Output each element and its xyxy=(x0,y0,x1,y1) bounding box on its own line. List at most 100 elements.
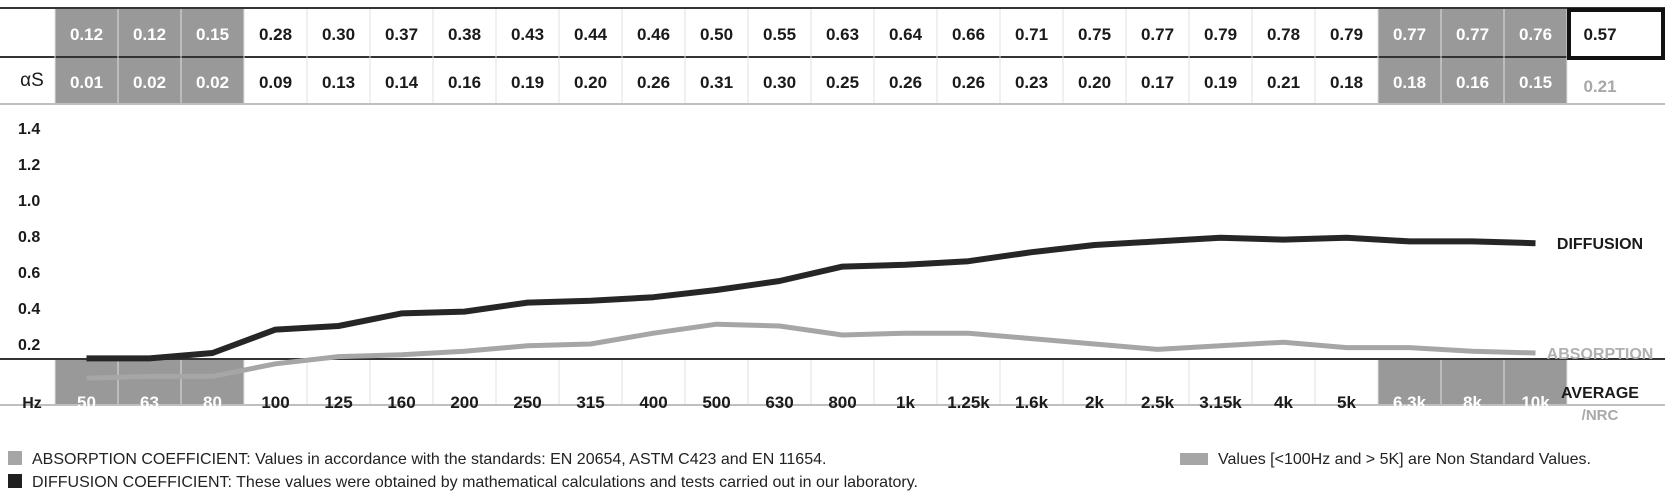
frequency-label: 5k xyxy=(1337,393,1356,412)
absorption-value: 0.13 xyxy=(322,73,355,92)
frequency-label: 4k xyxy=(1274,393,1293,412)
absorption-value: 0.18 xyxy=(1393,73,1426,92)
frequency-label: 6.3k xyxy=(1393,393,1427,412)
frequency-label: 200 xyxy=(450,393,478,412)
diffusion-value: 0.66 xyxy=(952,25,985,44)
table-rules xyxy=(0,7,1665,406)
absorption-value: 0.20 xyxy=(574,73,607,92)
nonstandard-swatch-icon xyxy=(1180,453,1208,465)
nonstandard-block xyxy=(1378,9,1567,56)
diffusion-series-label: DIFFUSION xyxy=(1557,236,1643,253)
absorption-swatch-icon xyxy=(8,451,22,465)
absorption-value: 0.23 xyxy=(1015,73,1048,92)
frequency-label: 250 xyxy=(513,393,541,412)
diffusion-value: 0.50 xyxy=(700,25,733,44)
absorption-value: 0.15 xyxy=(1519,73,1552,92)
alpha-s-label: αS xyxy=(20,70,44,91)
diffusion-value: 0.44 xyxy=(574,25,608,44)
table-cells: 0.12 0.01 50 0.12 0.02 63 0.15 0.02 80 0.28 0.09 10… xyxy=(70,25,1552,412)
nonstandard-block xyxy=(1378,360,1567,404)
absorption-value: 0.09 xyxy=(259,73,292,92)
diffusion-value: 0.77 xyxy=(1393,25,1426,44)
absorption-value: 0.21 xyxy=(1267,73,1300,92)
y-axis: 0.2 0.4 0.6 0.8 1.0 1.2 1.4 xyxy=(18,121,40,354)
frequency-label: 100 xyxy=(261,393,289,412)
diffusion-note-text: DIFFUSION COEFFICIENT: These values were… xyxy=(32,474,918,491)
absorption-value: 0.17 xyxy=(1141,73,1174,92)
diffusion-value: 0.78 xyxy=(1267,25,1300,44)
absorption-value: 0.16 xyxy=(448,73,481,92)
absorption-value: 0.02 xyxy=(133,73,166,92)
absorption-value: 0.31 xyxy=(700,73,733,92)
nonstandard-block xyxy=(1378,58,1567,103)
y-tick-label: 0.4 xyxy=(18,301,40,318)
nrc-label: /NRC xyxy=(1582,407,1619,424)
non-standard-shading xyxy=(55,9,1567,404)
y-tick-label: 1.4 xyxy=(18,121,40,138)
series-labels: DIFFUSION ABSORPTION xyxy=(1547,236,1654,363)
frequency-label: 2.5k xyxy=(1141,393,1175,412)
nonstandard-block xyxy=(55,58,244,103)
y-tick-label: 0.8 xyxy=(18,229,40,246)
diffusion-value: 0.12 xyxy=(133,25,166,44)
frequency-label: 400 xyxy=(639,393,667,412)
absorption-value: 0.14 xyxy=(385,73,419,92)
diffusion-value: 0.55 xyxy=(763,25,796,44)
nonstandard-block xyxy=(55,9,244,56)
diffusion-value: 0.43 xyxy=(511,25,544,44)
absorption-value: 0.16 xyxy=(1456,73,1489,92)
frequency-label: 315 xyxy=(576,393,604,412)
frequency-label: 800 xyxy=(828,393,856,412)
absorption-note-text: ABSORPTION COEFFICIENT: Values in accord… xyxy=(32,451,827,468)
absorption-legend: ABSORPTION COEFFICIENT: Values in accord… xyxy=(8,451,826,469)
absorption-value: 0.26 xyxy=(637,73,670,92)
frequency-label: 3.15k xyxy=(1199,393,1242,412)
nonstandard-note-text: Values [<100Hz and > 5K] are Non Standar… xyxy=(1218,451,1591,468)
absorption-value: 0.18 xyxy=(1330,73,1363,92)
average-label: AVERAGE xyxy=(1561,385,1639,402)
diffusion-value: 0.76 xyxy=(1519,25,1552,44)
frequency-label: 80 xyxy=(203,393,222,412)
frequency-label: 160 xyxy=(387,393,415,412)
diffusion-value: 0.38 xyxy=(448,25,481,44)
frequency-label: 10k xyxy=(1521,393,1550,412)
absorption-value: 0.19 xyxy=(511,73,544,92)
frequency-label: 2k xyxy=(1085,393,1104,412)
absorption-value: 0.26 xyxy=(889,73,922,92)
series-lines xyxy=(86,234,1536,381)
diffusion-value: 0.71 xyxy=(1015,25,1048,44)
absorption-value: 0.01 xyxy=(70,73,103,92)
diffusion-value: 0.30 xyxy=(322,25,355,44)
diffusion-value: 0.63 xyxy=(826,25,859,44)
frequency-label: 500 xyxy=(702,393,730,412)
y-tick-label: 0.2 xyxy=(18,337,40,354)
frequency-label: 50 xyxy=(77,393,96,412)
frequency-label: 125 xyxy=(324,393,352,412)
diffusion-value: 0.15 xyxy=(196,25,229,44)
frequency-label: 1k xyxy=(896,393,915,412)
diffusion-value: 0.77 xyxy=(1456,25,1489,44)
diffusion-line xyxy=(86,234,1536,362)
frequency-label: 630 xyxy=(765,393,793,412)
absorption-value: 0.26 xyxy=(952,73,985,92)
average-box xyxy=(1567,8,1665,60)
nonstandard-legend: Values [<100Hz and > 5K] are Non Standar… xyxy=(1180,451,1591,469)
frequency-label: 1.6k xyxy=(1015,393,1049,412)
diffusion-value: 0.77 xyxy=(1141,25,1174,44)
y-tick-label: 1.2 xyxy=(18,157,40,174)
hz-label: Hz xyxy=(22,395,42,412)
diffusion-value: 0.64 xyxy=(889,25,923,44)
frequency-label: 63 xyxy=(140,393,159,412)
absorption-value: 0.02 xyxy=(196,73,229,92)
frequency-label: 1.25k xyxy=(947,393,990,412)
diffusion-value: 0.75 xyxy=(1078,25,1111,44)
diffusion-swatch-icon xyxy=(8,474,22,488)
y-tick-label: 0.6 xyxy=(18,265,40,282)
absorption-line xyxy=(86,321,1536,381)
absorption-average: 0.21 xyxy=(1583,77,1616,96)
absorption-value: 0.20 xyxy=(1078,73,1111,92)
diffusion-value: 0.79 xyxy=(1330,25,1363,44)
diffusion-legend: DIFFUSION COEFFICIENT: These values were… xyxy=(8,474,918,492)
diffusion-value: 0.79 xyxy=(1204,25,1237,44)
